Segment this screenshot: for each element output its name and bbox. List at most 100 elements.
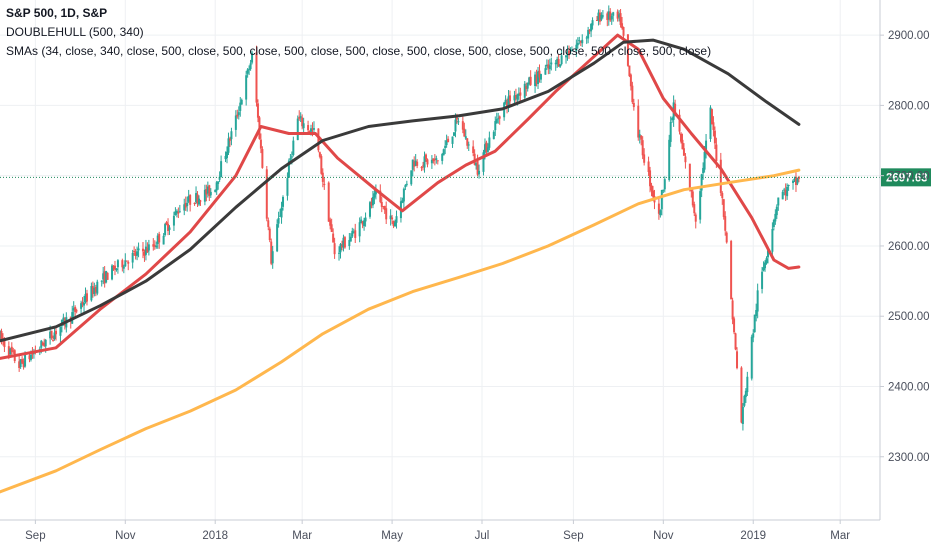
- sma-500-line: [0, 168, 801, 494]
- candle-body: [290, 156, 293, 158]
- candle-body: [116, 260, 119, 268]
- x-tick-label: 2019: [740, 530, 766, 542]
- candle-body: [286, 178, 289, 196]
- x-tick-label: Sep: [563, 530, 583, 542]
- candle-body: [255, 52, 258, 103]
- candle-body: [405, 183, 408, 185]
- candle-body: [764, 262, 767, 269]
- candle-body: [590, 23, 593, 32]
- candle-body: [786, 186, 789, 197]
- candle-body: [187, 195, 190, 202]
- candle-body: [298, 117, 301, 119]
- last-price-tag: [881, 168, 931, 187]
- candle-body: [632, 102, 635, 108]
- candle-body: [554, 62, 557, 65]
- candle-body: [94, 286, 97, 293]
- candle-body: [550, 62, 553, 65]
- candle-body: [217, 181, 220, 184]
- candle-body: [570, 49, 573, 52]
- candle-body: [321, 172, 324, 182]
- candle-body: [585, 37, 588, 39]
- candle-body: [587, 29, 590, 39]
- candle-body: [547, 64, 550, 69]
- candle-body: [705, 140, 708, 153]
- y-tick-label: 2400.00: [888, 381, 930, 393]
- candle-body: [598, 12, 601, 22]
- candle-body: [535, 75, 538, 84]
- candle-body: [100, 280, 103, 282]
- x-tick-label: Sep: [25, 530, 45, 542]
- candle-body: [669, 121, 672, 142]
- candle-body: [619, 13, 622, 25]
- candle-body: [467, 144, 470, 146]
- candle-body: [155, 245, 158, 248]
- candle-body: [781, 191, 784, 200]
- candle-body: [310, 128, 313, 132]
- candle-body: [509, 95, 512, 102]
- sma-34-line: [0, 33, 801, 360]
- candle-body: [237, 112, 240, 115]
- candle-body: [144, 246, 147, 255]
- candle-body: [569, 53, 572, 55]
- y-tick-label: 2700.00: [888, 171, 930, 183]
- candle-body: [361, 221, 364, 225]
- candle-body: [710, 109, 713, 125]
- candle-body: [581, 39, 584, 44]
- candle-body: [631, 85, 634, 103]
- candle-body: [693, 204, 696, 214]
- candle-body: [404, 185, 407, 188]
- candle-body: [137, 248, 140, 251]
- candle-body: [228, 138, 231, 141]
- candle-body: [292, 140, 295, 155]
- candle-body: [74, 307, 77, 312]
- candle-body: [12, 350, 15, 352]
- candle-body: [40, 340, 43, 348]
- candle-body: [43, 343, 46, 347]
- candle-body: [323, 183, 326, 185]
- candle-body: [279, 215, 282, 217]
- candle-body: [525, 85, 528, 90]
- symbol-title: S&P 500, 1D, S&P: [6, 6, 108, 20]
- x-tick-label: May: [381, 530, 403, 542]
- indicator-doublehull-label: DOUBLEHULL (500, 340): [6, 25, 144, 39]
- candle-body: [784, 189, 787, 196]
- candle-body: [131, 252, 134, 263]
- candle-body: [690, 189, 693, 192]
- candle-body: [379, 190, 382, 202]
- candle-body: [444, 145, 447, 149]
- candle-body: [445, 140, 448, 146]
- candle-body: [0, 331, 3, 340]
- candle-body: [513, 95, 516, 101]
- candle-body: [453, 132, 456, 136]
- candle-body: [461, 121, 464, 130]
- candle-body: [777, 197, 780, 206]
- x-tick-label: Nov: [115, 530, 136, 542]
- candle-body: [342, 237, 345, 248]
- candle-body: [519, 92, 522, 96]
- candle-body: [413, 161, 416, 167]
- candle-body: [454, 119, 457, 132]
- candle-body: [539, 74, 542, 80]
- candle-body: [575, 44, 578, 51]
- candle-body: [351, 230, 354, 237]
- candle-body: [50, 330, 53, 339]
- candle-body: [81, 302, 84, 305]
- candle-body: [209, 191, 212, 196]
- candle-body: [466, 138, 469, 146]
- candle-body: [595, 19, 598, 21]
- candle-body: [503, 102, 506, 118]
- candle-body: [230, 131, 233, 140]
- candle-body: [261, 149, 264, 168]
- candle-body: [657, 203, 660, 214]
- candle-body: [122, 266, 125, 269]
- candle-body: [607, 11, 610, 20]
- candle-body: [793, 178, 796, 180]
- candle-body: [674, 103, 677, 114]
- candle-body: [111, 265, 114, 280]
- candle-body: [647, 161, 650, 172]
- candle-body: [206, 186, 209, 194]
- candle-body: [91, 286, 94, 295]
- candle-body: [301, 117, 304, 127]
- x-tick-label: Jul: [475, 530, 490, 542]
